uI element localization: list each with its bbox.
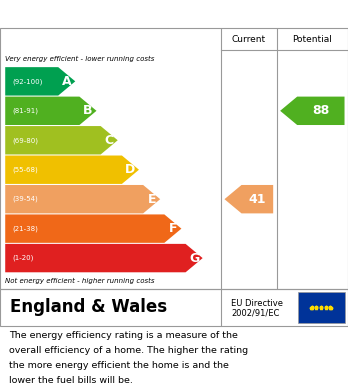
Text: Very energy efficient - lower running costs: Very energy efficient - lower running co…	[5, 56, 155, 62]
Text: D: D	[125, 163, 136, 176]
Text: lower the fuel bills will be.: lower the fuel bills will be.	[9, 376, 133, 385]
Polygon shape	[5, 156, 139, 184]
Text: Current: Current	[232, 34, 266, 43]
Text: C: C	[105, 134, 114, 147]
Text: Energy Efficiency Rating: Energy Efficiency Rating	[9, 7, 219, 22]
Text: E: E	[148, 193, 156, 206]
Text: A: A	[62, 75, 72, 88]
Text: B: B	[83, 104, 93, 117]
Text: G: G	[189, 251, 199, 265]
Text: 2002/91/EC: 2002/91/EC	[231, 308, 280, 317]
Text: (39-54): (39-54)	[12, 196, 38, 203]
Text: (1-20): (1-20)	[12, 255, 33, 261]
Text: The energy efficiency rating is a measure of the: The energy efficiency rating is a measur…	[9, 331, 238, 340]
Text: (55-68): (55-68)	[12, 167, 38, 173]
Polygon shape	[5, 126, 118, 154]
Text: Not energy efficient - higher running costs: Not energy efficient - higher running co…	[5, 278, 155, 284]
Text: (81-91): (81-91)	[12, 108, 38, 114]
Text: overall efficiency of a home. The higher the rating: overall efficiency of a home. The higher…	[9, 346, 248, 355]
Text: England & Wales: England & Wales	[10, 298, 168, 316]
Polygon shape	[224, 185, 273, 213]
Polygon shape	[5, 214, 181, 243]
Text: F: F	[169, 222, 177, 235]
Polygon shape	[5, 97, 96, 125]
Polygon shape	[5, 244, 203, 272]
Bar	[298, 292, 345, 323]
Text: Potential: Potential	[292, 34, 332, 43]
Text: (92-100): (92-100)	[12, 78, 42, 84]
Text: the more energy efficient the home is and the: the more energy efficient the home is an…	[9, 361, 229, 370]
Polygon shape	[5, 67, 75, 95]
Text: EU Directive: EU Directive	[231, 299, 283, 308]
Text: (69-80): (69-80)	[12, 137, 38, 143]
Text: (21-38): (21-38)	[12, 225, 38, 232]
Polygon shape	[5, 185, 160, 213]
Polygon shape	[280, 97, 345, 125]
Text: 41: 41	[248, 193, 266, 206]
Text: 88: 88	[312, 104, 330, 117]
